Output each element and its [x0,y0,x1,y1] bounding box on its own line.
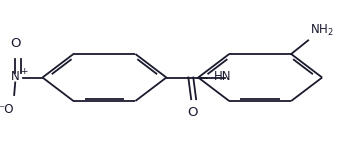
Text: N: N [11,70,19,83]
Text: ⁻O: ⁻O [0,103,14,116]
Text: +: + [20,67,28,76]
Text: HN: HN [214,70,231,83]
Text: O: O [10,37,21,50]
Text: O: O [188,106,198,119]
Text: NH$_2$: NH$_2$ [310,22,334,38]
